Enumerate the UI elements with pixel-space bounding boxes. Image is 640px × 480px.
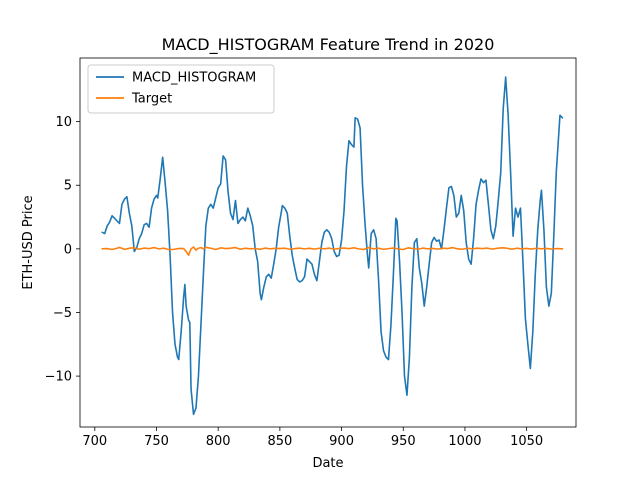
y-axis-title: ETH-USD Price xyxy=(21,195,36,289)
legend: MACD_HISTOGRAM Target xyxy=(87,64,275,114)
y-tick-label: 10 xyxy=(55,115,72,130)
x-axis-title: Date xyxy=(312,456,343,471)
legend-box xyxy=(87,64,275,114)
x-tick-label: 1050 xyxy=(510,434,543,449)
x-axis: 700 750 800 850 900 950 1000 1050 xyxy=(82,427,543,449)
x-tick-label: 850 xyxy=(267,434,292,449)
x-tick-label: 900 xyxy=(329,434,354,449)
x-tick-label: 800 xyxy=(206,434,231,449)
x-tick-label: 950 xyxy=(391,434,416,449)
y-tick-label: −5 xyxy=(53,306,72,321)
x-tick-label: 1000 xyxy=(448,434,481,449)
x-tick-label: 700 xyxy=(82,434,107,449)
series-line-macd-histogram xyxy=(101,76,564,416)
y-tick-label: −10 xyxy=(45,370,72,385)
y-axis: −10 −5 0 5 10 xyxy=(45,115,80,385)
plot-frame xyxy=(79,57,577,428)
series-line-target xyxy=(101,246,564,257)
chart-title: MACD_HISTOGRAM Feature Trend in 2020 xyxy=(162,35,495,55)
legend-label: MACD_HISTOGRAM xyxy=(132,71,256,86)
plot-area xyxy=(101,76,564,416)
x-tick-label: 750 xyxy=(144,434,169,449)
y-tick-label: 0 xyxy=(64,242,72,257)
y-tick-label: 5 xyxy=(64,179,72,194)
legend-label: Target xyxy=(131,92,172,107)
